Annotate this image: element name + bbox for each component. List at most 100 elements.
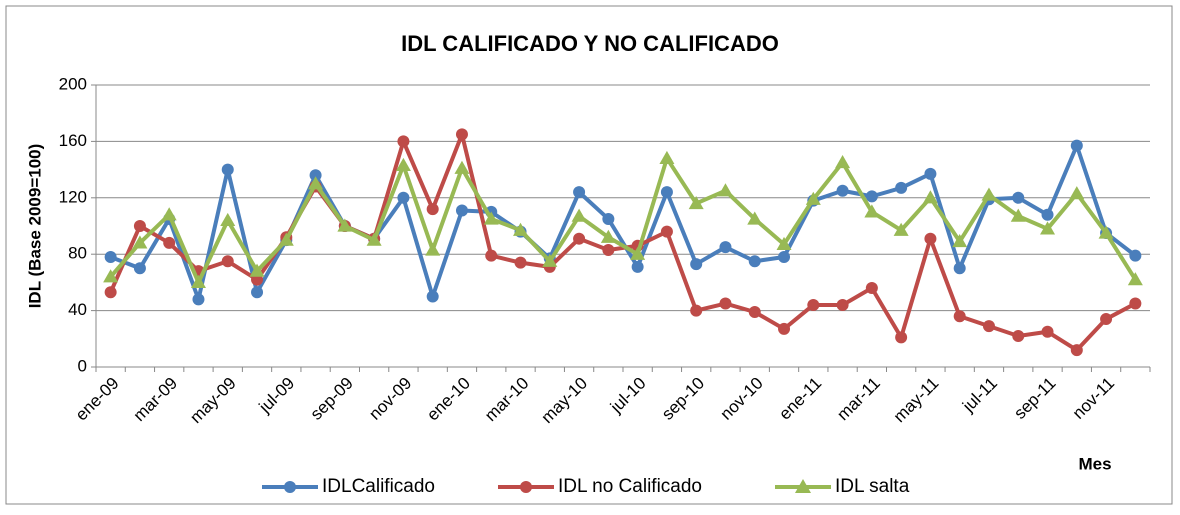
marker — [690, 258, 703, 271]
marker — [688, 195, 704, 210]
legend-marker — [520, 481, 532, 493]
marker — [631, 260, 644, 273]
marker — [690, 304, 703, 317]
marker — [1100, 313, 1113, 326]
marker — [660, 225, 673, 238]
marker — [1127, 272, 1143, 286]
y-axis-label: IDL (Base 2009=100) — [25, 144, 44, 309]
marker — [454, 160, 470, 174]
marker — [717, 183, 733, 197]
marker — [1069, 186, 1085, 200]
marker — [864, 204, 880, 218]
marker — [308, 176, 324, 190]
marker — [602, 212, 615, 225]
marker — [924, 232, 937, 245]
marker — [719, 297, 732, 310]
marker — [952, 234, 968, 248]
marker — [602, 243, 615, 256]
marker — [192, 293, 205, 306]
marker — [190, 274, 206, 289]
legend-label: IDLCalificado — [322, 476, 435, 497]
marker — [573, 232, 586, 245]
marker — [395, 157, 411, 171]
chart-title: IDL CALIFICADO Y NO CALIFICADO — [401, 31, 779, 56]
marker — [807, 298, 820, 311]
marker — [163, 236, 176, 249]
marker — [485, 249, 498, 262]
legend-label: IDL salta — [835, 476, 910, 497]
marker — [836, 298, 849, 311]
marker — [426, 290, 439, 303]
marker — [337, 218, 353, 232]
marker — [425, 242, 441, 256]
marker — [865, 190, 878, 203]
marker — [571, 208, 587, 222]
marker — [104, 251, 117, 264]
legend-marker — [795, 479, 811, 493]
marker — [893, 222, 909, 236]
marker — [1070, 139, 1083, 152]
marker — [600, 229, 616, 243]
marker — [161, 207, 177, 221]
marker — [630, 246, 646, 260]
marker — [426, 203, 439, 216]
marker — [249, 263, 265, 277]
marker — [748, 255, 761, 268]
marker — [805, 191, 821, 205]
marker — [953, 262, 966, 275]
y-tick-label: 40 — [68, 300, 87, 319]
legend-label: IDL no Calificado — [558, 476, 702, 497]
marker — [1041, 325, 1054, 338]
x-axis-label: Mes — [1078, 454, 1111, 473]
marker — [133, 220, 146, 232]
y-tick-label: 120 — [59, 187, 87, 206]
marker — [660, 186, 673, 199]
marker — [514, 256, 527, 269]
marker — [573, 186, 586, 199]
marker — [513, 222, 529, 236]
marker — [778, 322, 791, 335]
marker — [778, 251, 791, 264]
marker — [1012, 191, 1025, 204]
y-tick-label: 0 — [78, 356, 87, 375]
marker — [982, 320, 995, 333]
marker — [747, 211, 763, 225]
marker — [776, 236, 792, 250]
legend-marker — [284, 481, 296, 493]
marker — [133, 262, 146, 275]
marker — [483, 211, 499, 225]
marker — [895, 181, 908, 194]
marker — [132, 235, 148, 249]
marker — [366, 232, 382, 246]
marker — [719, 241, 732, 254]
chart-border — [5, 5, 1173, 505]
marker — [397, 135, 410, 148]
marker — [1129, 297, 1142, 310]
y-tick-label: 80 — [68, 244, 87, 263]
marker — [748, 306, 761, 319]
marker — [981, 187, 997, 201]
marker — [1040, 221, 1056, 235]
marker — [865, 282, 878, 295]
marker — [455, 204, 468, 217]
marker — [659, 150, 675, 164]
marker — [895, 331, 908, 344]
marker — [103, 269, 119, 283]
marker — [278, 232, 294, 246]
marker — [455, 128, 468, 141]
marker — [835, 155, 851, 169]
marker — [104, 286, 117, 299]
marker — [836, 184, 849, 197]
marker — [221, 163, 234, 176]
marker — [924, 167, 937, 180]
marker — [1041, 208, 1054, 221]
marker — [1010, 208, 1026, 222]
marker — [1129, 249, 1142, 262]
marker — [1012, 329, 1025, 342]
marker — [542, 253, 558, 267]
marker — [922, 190, 938, 204]
marker — [397, 191, 410, 204]
series-line — [109, 143, 1137, 302]
marker — [220, 212, 236, 226]
